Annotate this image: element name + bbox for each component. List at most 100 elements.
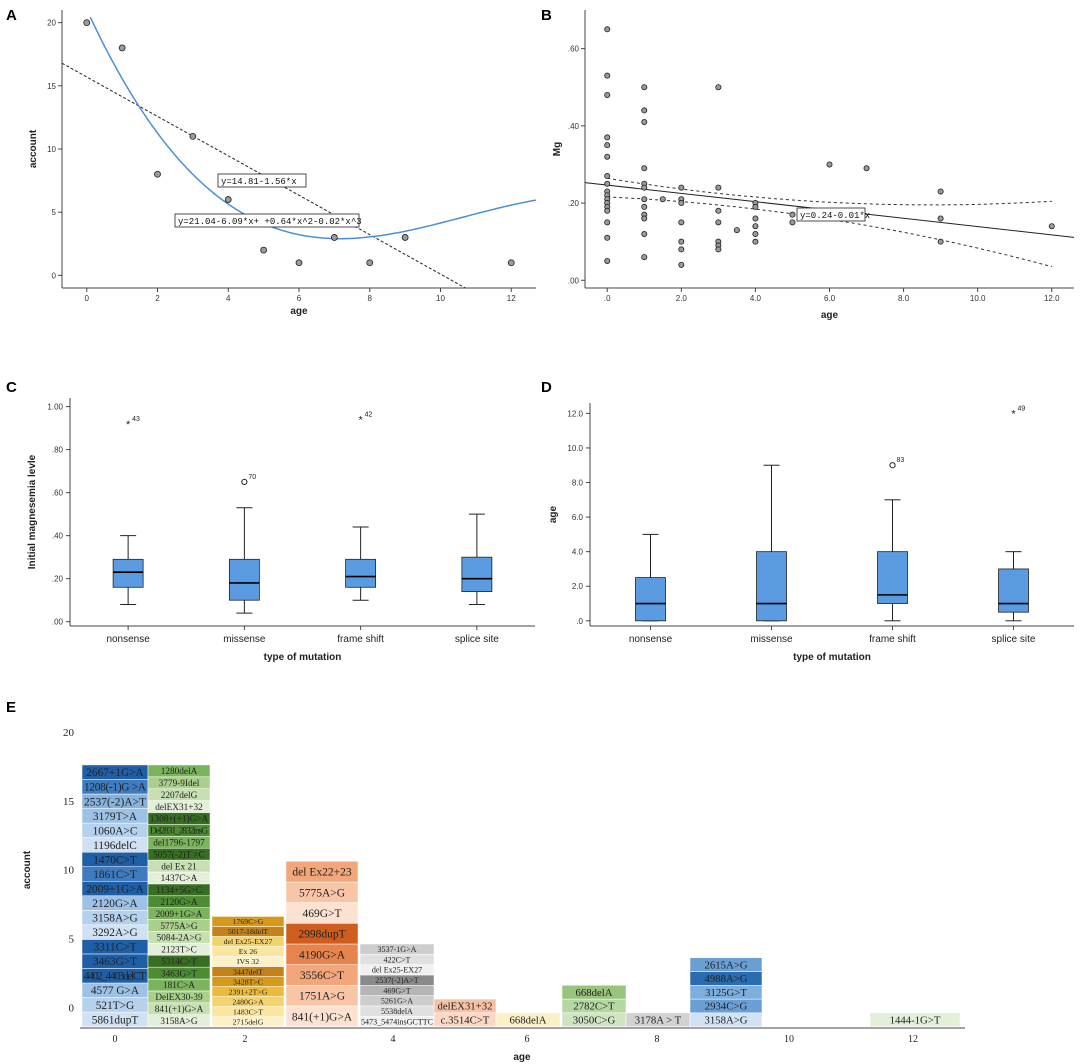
e-mutation-block [147,764,211,778]
e-y-tick-label: 10 [63,865,75,877]
b-data-point [641,230,648,237]
e-mutation-label: 5261G>A [381,997,413,1006]
e-mutation-label: 2537(-2)A>T [375,976,419,985]
b-data-point [641,215,648,222]
a-data-point [118,44,126,52]
c-y-tick-label: .00 [52,618,64,627]
b-x-tick-label: 2.0 [676,294,688,303]
e-mutation-label: c.3514C>T [441,1014,490,1026]
e-mutation-label: 3178A > T [635,1014,682,1026]
e-mutation-label: 469G>T [302,908,341,920]
e-x-tick-label: 0 [113,1034,118,1045]
d-outlier-id: 49 [1018,405,1026,412]
a-data-point [189,132,197,140]
panel-c-chart: .00 .20 .40 .60 .80 1.00 nonsense missense frame… [27,398,535,663]
a-y-tick-label: 20 [47,19,56,28]
e-mutation-label: 1196delC [93,840,137,852]
a-data-point [330,234,338,241]
a-data-point [154,170,161,178]
d-outlier-star: * [1011,408,1016,420]
a-x-label: age [290,306,308,317]
e-y-tick-label: 5 [69,933,75,945]
a-linear-fit-label: y=14.81-1.56*x [221,177,297,187]
a-x-tick-label: 12 [507,294,516,303]
e-mutation-block [495,1012,561,1027]
e-mutation-label: Del2831_2832insG [150,827,208,837]
b-y-label: Mg [552,142,563,156]
c-outlier-id: 43 [132,416,140,423]
a-data-point [83,19,91,27]
e-mutation-label: 5057(-2)T >C [153,850,205,860]
b-data-point [752,230,759,237]
e-mutation-label: del Ex25-EX27 [372,966,422,975]
c-box [112,558,144,588]
e-mutation-label: 2615A>G [704,959,747,971]
b-y-tick-label: .40 [568,122,580,131]
a-x-tick-label: 8 [368,294,373,303]
b-data-point [715,184,722,191]
e-x-tick-label: 2 [243,1034,248,1045]
e-mutation-block [285,861,359,883]
b-data-point [604,257,611,264]
b-data-point [678,200,685,207]
e-x-tick-label: 4 [391,1034,396,1045]
b-fit-label-box [796,207,866,222]
b-data-point [641,118,648,125]
c-y-tick-label: .60 [52,489,64,498]
a-cubic-fit-label-box [174,213,360,228]
b-data-point [863,165,870,172]
e-mutation-label: 422C>T [384,955,411,964]
c-y-tick-label: .80 [52,446,64,455]
e-mutation-label: 521T>G [96,1000,134,1012]
e-mutation-label: 668delA [576,987,613,999]
e-mutation-label: 2667+1G>A [86,767,144,779]
e-mutation-label: 3158A>G [92,913,137,925]
e-mutation-block [211,916,285,927]
e-mutation-label: 3158A>G [160,1017,197,1027]
b-data-point [752,203,759,210]
e-mutation-label: 1444-1G>T [890,1014,941,1026]
e-mutation-label: 2120G>A [160,898,197,908]
e-mutation-label: del Ex 21 [161,862,197,872]
e-mutation-label: 3428T>C [233,977,263,986]
c-category-label: splice site [455,634,499,645]
e-mutation-label: 841(+1)G>A [292,1011,353,1023]
d-y-tick-label: 6.0 [572,513,584,522]
b-data-point [678,184,685,191]
e-mutation-block [359,943,435,955]
b-data-point [789,219,796,226]
a-data-point [401,234,409,241]
c-y-tick-label: .40 [52,532,64,541]
d-outlier-circle [889,462,896,469]
b-data-point [678,219,685,226]
c-outlier-id: 70 [248,474,256,481]
c-box [228,558,260,601]
e-mutation-label: 3292A>G [92,927,137,939]
b-x-label: age [821,310,839,321]
d-y-label: age [548,505,559,523]
b-data-point [715,84,722,91]
e-mutation-label: 3779-9Idel [159,779,200,789]
b-data-point [641,196,648,203]
b-y-tick-label: .60 [568,45,580,54]
a-data-point [260,246,268,254]
e-mutation-label: del Ex22+23 [292,867,351,879]
a-y-tick-label: 0 [52,271,57,280]
a-data-point [366,259,374,267]
e-mutation-label: 5084-2A>G [157,934,202,944]
e-mutation-label: 2480G>A [232,997,264,1006]
e-mutation-label: DelEX30-39 [155,993,203,1003]
e-mutation-label: 3447delT [233,967,263,976]
c-y-label: Initial magnesemia levle [27,454,38,569]
b-data-point [659,196,666,203]
panel-b-chart: .0 2.0 4.0 6.0 8.0 10.0 12.0 .00 .20 .40 .60 age Mg y… [552,10,1075,321]
a-x-tick-label: 10 [436,294,445,303]
d-category-label: nonsense [629,634,673,645]
e-mutation-label: 2123T>C [161,946,197,956]
e-mutation-label: 1751A>G [299,991,345,1003]
e-mutation-label: delEX31+32 [155,803,203,813]
b-x-tick-label: 6.0 [824,294,836,303]
b-data-point [641,84,648,91]
a-data-point [507,259,515,267]
